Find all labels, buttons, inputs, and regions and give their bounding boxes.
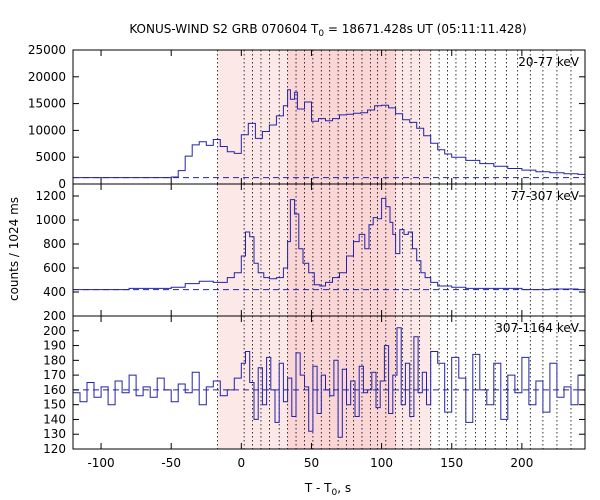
chart-title-subscript: 0 bbox=[318, 29, 324, 39]
y-tick-label: 160 bbox=[43, 383, 66, 397]
y-tick-label: 400 bbox=[43, 285, 66, 299]
shaded-interval-peak bbox=[287, 316, 396, 449]
y-tick-label: 1200 bbox=[35, 189, 66, 203]
y-tick-label: 5000 bbox=[35, 150, 66, 164]
energy-band-label: 307-1164 keV bbox=[495, 321, 579, 335]
x-tick-label: 200 bbox=[510, 456, 533, 470]
x-tick-label: 50 bbox=[304, 456, 319, 470]
panel-2: 200 400 600 800 1000 1200 77-307 keV bbox=[35, 183, 586, 323]
energy-band-label: 77-307 keV bbox=[511, 189, 580, 203]
panel-frame bbox=[72, 315, 586, 450]
y-tick-label: 180 bbox=[43, 353, 66, 367]
y-tick-label: 200 bbox=[43, 324, 66, 338]
y-tick-label: 1000 bbox=[35, 213, 66, 227]
y-tick-label: 170 bbox=[43, 368, 66, 382]
y-tick-label: 15000 bbox=[28, 97, 66, 111]
x-tick-label: -100 bbox=[87, 456, 114, 470]
x-axis-label: T - T0, s bbox=[304, 481, 351, 498]
chart-title: KONUS-WIND S2 GRB 070604 T0 = 18671.428s… bbox=[129, 22, 526, 39]
lightcurve-series bbox=[73, 197, 585, 291]
y-tick-label: 800 bbox=[43, 237, 66, 251]
x-tick-label: 0 bbox=[238, 456, 246, 470]
y-tick-label: 0 bbox=[58, 177, 66, 191]
shaded-interval-peak bbox=[287, 50, 396, 184]
y-tick-label: 200 bbox=[43, 309, 66, 323]
x-tick-label: 100 bbox=[370, 456, 393, 470]
energy-band-label: 20-77 keV bbox=[518, 55, 580, 69]
y-tick-label: 25000 bbox=[28, 43, 66, 57]
x-tick-label: 150 bbox=[440, 456, 463, 470]
x-tick-label: -50 bbox=[161, 456, 181, 470]
y-tick-label: 150 bbox=[43, 398, 66, 412]
lightcurve-series bbox=[73, 89, 585, 179]
y-tick-label: 190 bbox=[43, 339, 66, 353]
lightcurve-series bbox=[73, 327, 585, 438]
y-tick-label: 600 bbox=[43, 261, 66, 275]
y-tick-label: 120 bbox=[43, 442, 66, 456]
shaded-interval-peak bbox=[287, 184, 396, 316]
panel-1: 0 5000 10000 15000 20000 25000 20-77 keV bbox=[28, 43, 586, 191]
y-tick-label: 130 bbox=[43, 427, 66, 441]
x-axis-label-subscript: 0 bbox=[332, 488, 338, 498]
y-axis-label: counts / 1024 ms bbox=[7, 197, 21, 301]
y-tick-label: 140 bbox=[43, 412, 66, 426]
y-tick-label: 20000 bbox=[28, 70, 66, 84]
y-tick-label: 10000 bbox=[28, 123, 66, 137]
